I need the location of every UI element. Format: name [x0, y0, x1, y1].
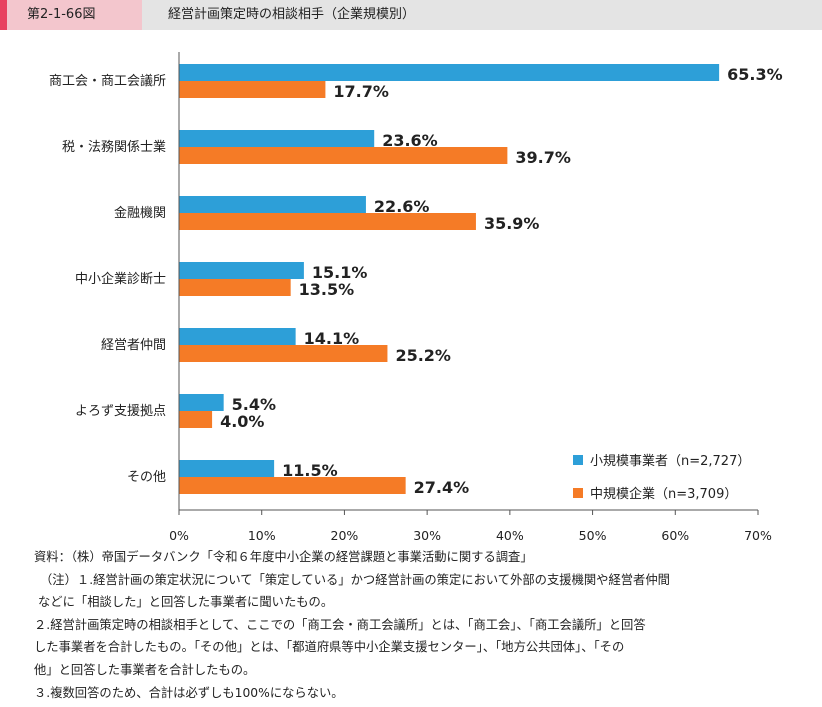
x-tick-label: 30%	[413, 528, 441, 542]
legend-swatch	[573, 455, 583, 465]
note-line: した事業者を合計したもの。「その他」とは、「都道府県等中小企業支援センター」、「…	[34, 640, 625, 655]
bar-small	[179, 196, 366, 213]
note-line: 他」と回答した事業者を合計したもの。	[34, 662, 256, 677]
data-label: 17.7%	[333, 82, 389, 101]
legend-label: 中規模企業（n=3,709）	[590, 486, 737, 502]
data-label: 27.4%	[414, 478, 470, 497]
note-line: などに「相談した」と回答した事業者に聞いたもの。	[38, 595, 334, 610]
x-tick-label: 10%	[248, 528, 276, 542]
legend-label: 小規模事業者（n=2,727）	[590, 453, 750, 469]
data-label: 65.3%	[727, 65, 783, 84]
bar-chart: 商工会・商工会議所 65.3% 17.7% 税・法務関係士業 23.6% 39.7% 金融機…	[49, 52, 783, 542]
data-label: 13.5%	[299, 280, 355, 299]
notes: 資料：（株）帝国データバンク「令和６年度中小企業の経営課題と事業活動に関する調査…	[34, 546, 804, 704]
data-label: 22.6%	[374, 197, 430, 216]
bar-medium	[179, 81, 326, 98]
bar-small	[179, 64, 720, 81]
category-label: 商工会・商工会議所	[49, 74, 166, 89]
bar-small	[179, 394, 224, 411]
category-label: その他	[127, 470, 166, 485]
header-accent	[0, 0, 7, 30]
note-source: 資料：（株）帝国データバンク「令和６年度中小企業の経営課題と事業活動に関する調査…	[34, 550, 533, 564]
data-label: 11.5%	[282, 461, 338, 480]
category-label: 経営者仲間	[101, 338, 166, 353]
data-label: 15.1%	[312, 263, 368, 282]
data-label: 14.1%	[304, 329, 360, 348]
x-tick-label: 20%	[331, 528, 359, 542]
data-label: 5.4%	[232, 395, 276, 414]
category-label: よろず支援拠点	[75, 404, 166, 419]
x-tick-label: 70%	[744, 528, 772, 542]
figure-number: 第2-1-66図	[27, 7, 96, 22]
data-label: 23.6%	[382, 131, 438, 150]
data-label: 35.9%	[484, 214, 540, 233]
bar-medium	[179, 279, 291, 296]
figure-header: 第2-1-66図 経営計画策定時の相談相手（企業規模別）	[0, 0, 822, 30]
legend-swatch	[573, 488, 583, 498]
data-label: 4.0%	[220, 412, 264, 431]
bar-medium	[179, 213, 476, 230]
figure-title: 経営計画策定時の相談相手（企業規模別）	[168, 7, 416, 22]
bar-small	[179, 262, 304, 279]
bar-medium	[179, 147, 508, 164]
bar-small	[179, 460, 275, 477]
figure-number-badge	[7, 0, 142, 30]
bar-small	[179, 130, 375, 147]
bar-small	[179, 328, 296, 345]
category-label: 中小企業診断士	[75, 271, 166, 287]
note-line: ３.複数回答のため、合計は必ずしも100%にならない。	[34, 685, 344, 700]
category-label: 金融機関	[114, 205, 166, 221]
x-tick-label: 0%	[169, 528, 189, 542]
bar-medium	[179, 477, 406, 494]
data-label: 25.2%	[395, 346, 451, 365]
bar-medium	[179, 345, 388, 362]
note-line: （注）１.経営計画の策定状況について「策定している」かつ経営計画の策定において外…	[40, 572, 670, 587]
x-tick-label: 40%	[496, 528, 524, 542]
x-tick-label: 60%	[661, 528, 689, 542]
bar-medium	[179, 411, 213, 428]
data-label: 39.7%	[515, 148, 571, 167]
category-label: 税・法務関係士業	[62, 139, 166, 155]
note-line: ２.経営計画策定時の相談相手として、ここでの「商工会・商工会議所」とは、「商工会…	[34, 617, 646, 632]
x-tick-label: 50%	[579, 528, 607, 542]
